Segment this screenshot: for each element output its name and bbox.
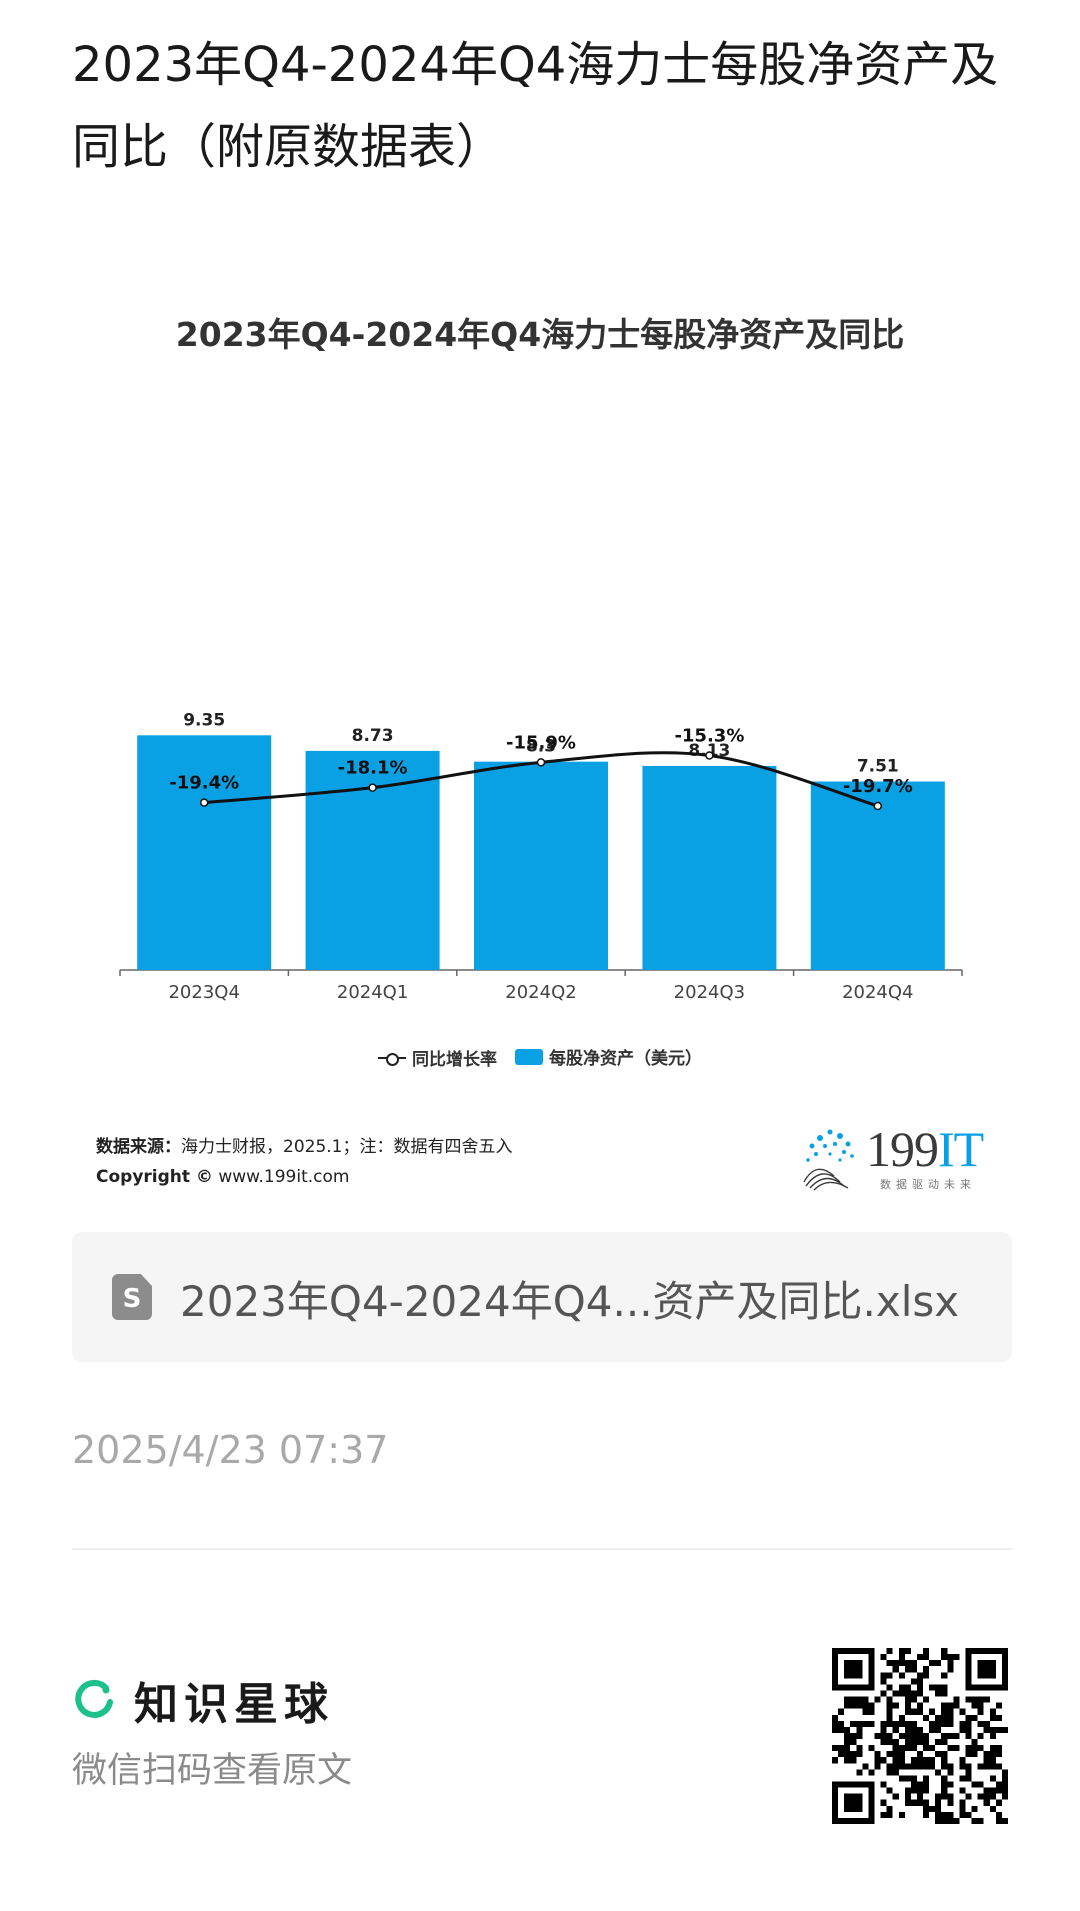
growth-point: [368, 783, 377, 792]
growth-point: [536, 758, 546, 767]
growth-label: -19.7%: [843, 776, 913, 797]
chart-legend: 同比增长率 每股净资产（美元）: [72, 1044, 1008, 1070]
post-timestamp: 2025/4/23 07:37: [72, 1428, 389, 1472]
logo-it: IT: [938, 1121, 984, 1177]
source-text: 海力士财报，2025.1；注：数据有四舍五入: [181, 1137, 513, 1157]
x-tick-label: 2024Q2: [505, 982, 576, 1003]
source-line: 数据来源：海力士财报，2025.1；注：数据有四舍五入: [96, 1132, 512, 1162]
file-name: 2023年Q4-2024年Q4...资产及同比.xlsx: [180, 1277, 960, 1326]
bar-label: 8.73: [352, 726, 394, 746]
bar-label: 7.51: [857, 756, 899, 776]
copyright-site: www.199it.com: [218, 1167, 350, 1187]
x-tick-label: 2023Q4: [168, 982, 239, 1003]
logo-tagline: 数据驱动未来: [880, 1178, 976, 1191]
growth-label: -19.4%: [169, 773, 239, 794]
source-block: 数据来源：海力士财报，2025.1；注：数据有四舍五入 Copyright © …: [96, 1132, 512, 1192]
growth-label: -15.3%: [674, 725, 744, 746]
page-title: 2023年Q4-2024年Q4海力士每股净资产及同比（附原数据表）: [72, 37, 999, 175]
x-tick-label: 2024Q3: [674, 982, 745, 1003]
qr-code[interactable]: [832, 1648, 1008, 1824]
legend-item-bvps: 每股净资产（美元）: [514, 1044, 702, 1069]
bar-2024Q3: [642, 765, 777, 970]
scan-hint: 微信扫码查看原文: [72, 1751, 353, 1791]
zsxq-brand: 知识星球: [72, 1672, 334, 1730]
zsxq-logo-icon: [75, 1679, 113, 1718]
growth-point: [873, 801, 883, 811]
growth-point: [705, 751, 714, 760]
spreadsheet-file-icon: S: [112, 1274, 152, 1320]
bar-2024Q4: [810, 781, 945, 970]
logo-199it: 199IT 数据驱动未来: [800, 1118, 990, 1198]
legend-line-marker: [378, 1051, 407, 1066]
chart-svg: 9.352023Q48.732024Q18.32024Q28.132024Q37…: [119, 710, 963, 1003]
attachment-file-card[interactable]: S 2023年Q4-2024年Q4...资产及同比.xlsx: [72, 1232, 1012, 1362]
bar-2024Q2: [474, 761, 608, 970]
copyright-line: Copyright © www.199it.com: [96, 1162, 512, 1192]
dandelion-logo-icon: [803, 1129, 854, 1191]
growth-point: [199, 798, 209, 807]
bar-label: 8.3: [526, 737, 556, 757]
logo-number: 199: [866, 1121, 939, 1177]
legend-bar-swatch: [514, 1048, 543, 1065]
growth-label: -18.1%: [338, 758, 408, 779]
x-tick-label: 2024Q1: [337, 982, 408, 1003]
legend-label-bvps: 每股净资产（美元）: [548, 1049, 702, 1069]
logo-wordmark: 199IT: [866, 1120, 984, 1178]
bar-2023Q4: [137, 735, 272, 970]
brand-name: 知识星球: [134, 1679, 334, 1730]
bar-label: 9.35: [183, 710, 225, 730]
legend-label-growth: 同比增长率: [412, 1050, 498, 1070]
divider: [72, 1548, 1012, 1550]
copyright-label: Copyright ©: [96, 1167, 213, 1187]
chart-title: 2023年Q4-2024年Q4海力士每股净资产及同比: [175, 315, 905, 354]
legend-item-growth: 同比增长率: [378, 1045, 497, 1070]
growth-label: -15.9%: [506, 732, 576, 753]
chart-card: 2023年Q4-2024年Q4海力士每股净资产及同比 9.35 2023Q4 8.7…: [72, 270, 1008, 1210]
source-label: 数据来源：: [96, 1137, 181, 1157]
x-tick-label: 2024Q4: [842, 982, 913, 1003]
